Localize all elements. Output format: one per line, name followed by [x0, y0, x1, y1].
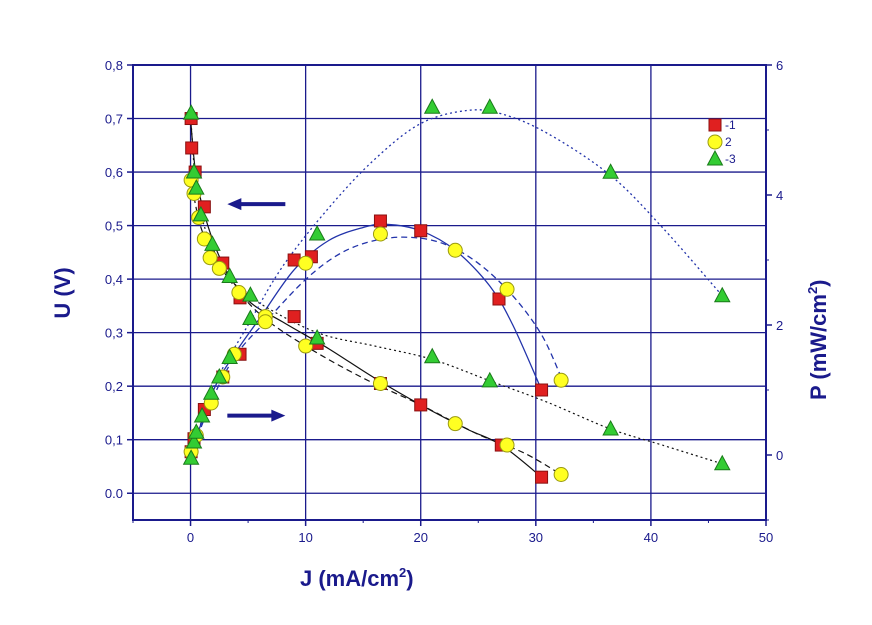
data-point-p-series-1 [373, 214, 387, 228]
data-point-p-series-2 [499, 281, 515, 297]
y-axis-right-title: P (mW/cm2) [805, 279, 831, 400]
legend-label-series-1: -1 [725, 118, 736, 132]
y-left-tick-label: 0,8 [105, 58, 123, 73]
data-point-p-series-1 [535, 383, 549, 397]
direction-arrows [227, 198, 286, 422]
x-axis-title: J (mA/cm2) [300, 565, 414, 591]
y-right-tick-label: 4 [776, 188, 783, 203]
data-point-p-series-3 [308, 224, 326, 241]
legend: -1 2 -3 [706, 118, 736, 166]
data-point-p-series-2 [298, 255, 314, 271]
data-point-p-series-2 [553, 372, 569, 388]
y-left-tick-label: 0,4 [105, 272, 123, 287]
data-point-p-series-3 [193, 406, 211, 423]
data-point-u-series-2 [553, 467, 569, 482]
data-point-u-series-1 [535, 470, 549, 484]
data-point-u-series-3 [423, 347, 441, 364]
data-point-p-series-3 [221, 348, 239, 364]
y-left-tick-label: 0,6 [105, 165, 123, 180]
fit-curve-p-series-3 [189, 109, 723, 459]
data-point-u-series-2 [231, 285, 247, 300]
y-left-tick-label: 0,1 [105, 433, 123, 448]
right-arrow-head [271, 409, 286, 422]
data-point-u-series-3 [182, 104, 200, 120]
left-arrow-head [227, 198, 242, 211]
y-left-tick-label: 0,3 [105, 326, 123, 341]
data-point-u-series-2 [372, 376, 388, 391]
data-point-p-series-3 [202, 384, 220, 400]
data-point-u-series-3 [204, 235, 221, 251]
data-point-p-series-3 [242, 309, 259, 325]
x-tick-label: 50 [759, 530, 773, 545]
data-point-p-series-3 [713, 286, 731, 303]
y-left-tick-label: 0,7 [105, 112, 123, 127]
data-point-p-series-1 [492, 292, 506, 306]
data-point-p-series-2 [372, 226, 388, 242]
y-left-tick-label: 0,5 [105, 219, 123, 234]
x-tick-label: 40 [644, 530, 658, 545]
data-point-u-series-2 [447, 416, 463, 432]
data-point-p-series-2 [257, 314, 273, 330]
legend-marker-series-2 [707, 134, 723, 150]
data-point-u-series-3 [481, 371, 499, 388]
data-point-p-series-3 [182, 449, 200, 465]
y-right-tick-label: 6 [776, 58, 783, 73]
data-point-p-series-3 [210, 367, 228, 384]
data-point-u-series-3 [221, 267, 239, 283]
data-point-u-series-3 [185, 162, 203, 179]
legend-label-series-3: -3 [725, 152, 736, 166]
y-left-tick-label: 0,2 [105, 379, 123, 394]
y-right-tick-label: 0 [776, 448, 783, 463]
data-point-u-series-3 [187, 179, 205, 195]
legend-label-series-2: 2 [725, 135, 732, 149]
plot-frame [132, 64, 767, 521]
x-tick-label: 0 [187, 530, 194, 545]
data-point-u-series-1 [287, 310, 301, 324]
x-tick-label: 30 [529, 530, 543, 545]
data-point-u-series-3 [192, 205, 210, 222]
x-tick-label: 10 [298, 530, 312, 545]
y-right-tick-label: 2 [776, 318, 783, 333]
y-left-tick-label: 0.0 [105, 486, 123, 501]
data-point-u-series-3 [713, 454, 731, 471]
data-point-p-series-1 [414, 224, 428, 238]
data-point-u-series-3 [602, 419, 619, 436]
legend-marker-series-3 [706, 149, 724, 166]
data-point-u-series-2 [499, 437, 515, 453]
data-point-u-series-3 [308, 328, 326, 345]
data-point-u-series-3 [242, 286, 259, 302]
fit-curve-u-series-1 [189, 118, 542, 478]
y-axis-left-title: U (V) [50, 267, 75, 318]
data-point-u-series-2 [298, 338, 314, 354]
grid-lines [133, 65, 766, 520]
data-point-u-series-2 [211, 260, 227, 276]
data-point-p-series-2 [447, 242, 463, 258]
legend-marker-series-1 [708, 118, 722, 132]
data-point-p-series-3 [481, 98, 499, 114]
data-point-p-series-3 [423, 98, 441, 114]
x-tick-label: 20 [413, 530, 427, 545]
data-point-p-series-3 [602, 163, 619, 179]
data-point-p-series-3 [187, 423, 205, 439]
data-point-u-series-1 [414, 398, 428, 412]
data-point-u-series-1 [185, 141, 199, 155]
data-point-p-series-3 [185, 432, 203, 449]
data-points [182, 98, 731, 484]
axis-ticks: 0 10 20 30 40 50 0.0 0,1 0,2 0,3 0,4 0,5 0,6 0,7 0,8 0 2… [105, 58, 783, 545]
